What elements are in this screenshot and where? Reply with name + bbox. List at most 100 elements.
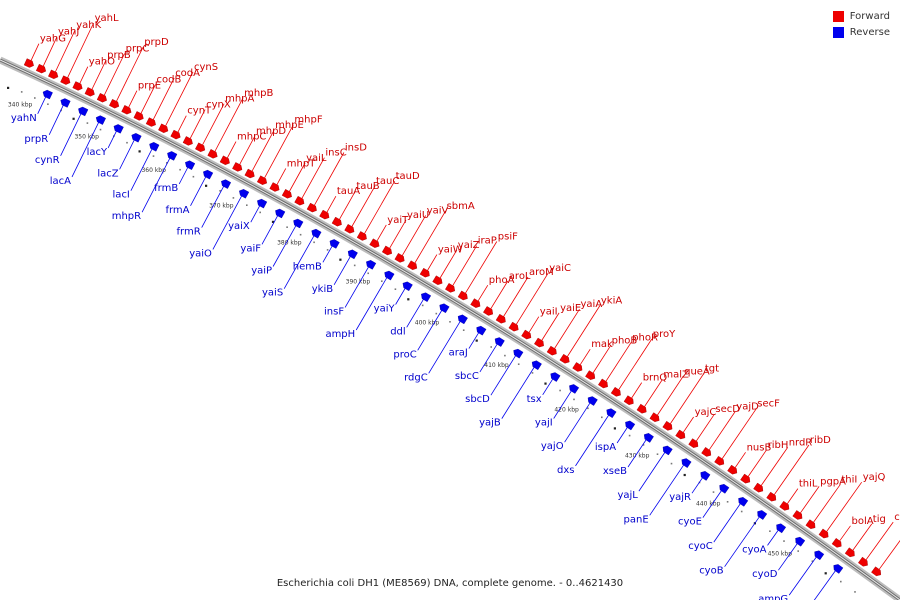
- leader-line: [463, 241, 498, 297]
- forward-gene-label: pgpA: [820, 476, 846, 487]
- leader-line: [745, 449, 767, 480]
- leader-line: [778, 540, 800, 571]
- leader-line: [616, 338, 653, 393]
- leader-line: [212, 192, 244, 250]
- scale-label: 420 kbp: [554, 406, 579, 413]
- leader-line: [362, 181, 395, 237]
- reverse-gene-cyoB: [757, 510, 768, 520]
- reverse-gene-mhpR: [167, 151, 178, 161]
- reverse-gene-prpR: [60, 98, 71, 108]
- forward-gene-label: aroM: [529, 267, 554, 278]
- leader-line: [603, 342, 632, 385]
- forward-gene-label: mhpT: [287, 158, 316, 169]
- reverse-gene-label: yaiX: [228, 221, 250, 232]
- forward-gene-label: sbmA: [447, 201, 475, 212]
- forward-gene-yaiI: [521, 329, 532, 340]
- leader-line: [616, 424, 630, 444]
- reverse-gene-cyoE: [719, 483, 730, 494]
- forward-gene-label: yaiA: [581, 299, 603, 310]
- minor-tick: [656, 453, 659, 455]
- forward-gene-label: phoR: [632, 332, 658, 343]
- scale-label: 410 kbp: [484, 362, 509, 369]
- minor-tick: [299, 233, 302, 236]
- forward-gene-label: aroL: [509, 271, 531, 282]
- backbone-line: [0, 58, 900, 600]
- leader-line: [539, 312, 560, 344]
- reverse-gene-lacY: [113, 124, 124, 134]
- minor-tick: [435, 312, 438, 315]
- forward-gene-label: mhpB: [244, 88, 273, 99]
- leader-line: [387, 219, 407, 252]
- forward-gene-phoB: [585, 370, 596, 380]
- leader-line: [788, 554, 819, 596]
- leader-line: [225, 141, 237, 162]
- forward-gene-clpP: [858, 556, 868, 567]
- minor-tick: [47, 103, 49, 105]
- leader-line: [691, 474, 705, 494]
- reverse-gene-yajR: [700, 471, 711, 481]
- leader-line: [767, 527, 781, 546]
- leader-line: [501, 276, 529, 320]
- leader-line: [29, 43, 40, 64]
- leader-line: [262, 124, 294, 182]
- forward-gene-label: queA: [684, 366, 710, 377]
- leader-line: [119, 136, 137, 170]
- forward-gene-label: insC: [325, 148, 346, 159]
- forward-gene-label: tauA: [337, 186, 360, 197]
- reverse-gene-xseB: [643, 433, 654, 443]
- reverse-gene-label: ykiB: [312, 284, 333, 295]
- minor-tick: [517, 363, 520, 365]
- forward-gene-label: mhpD: [256, 126, 286, 137]
- legend-forward-label: Forward: [849, 10, 890, 22]
- reverse-gene-label: lacI: [113, 190, 130, 201]
- minor-tick: [490, 346, 492, 348]
- reverse-gene-label: sbcC: [455, 371, 479, 382]
- minor-tick: [628, 434, 631, 437]
- reverse-gene-label: proC: [393, 349, 416, 360]
- minor-tick: [854, 591, 856, 593]
- legend-reverse: Reverse: [832, 24, 890, 40]
- minor-tick: [381, 280, 383, 282]
- major-tick: [683, 473, 686, 477]
- leader-line: [680, 416, 694, 436]
- leader-line: [190, 173, 208, 206]
- minor-tick: [531, 372, 534, 374]
- forward-gene-label: yajQ: [863, 472, 886, 483]
- reverse-gene-label: yaiS: [262, 288, 283, 299]
- reverse-gene-label: yajB: [479, 418, 501, 429]
- forward-gene-label: yaiW: [438, 245, 463, 256]
- scale-label: 390 kbp: [346, 279, 371, 286]
- leader-line: [627, 436, 649, 468]
- leader-line: [274, 168, 287, 188]
- forward-gene-ribD: [766, 491, 777, 502]
- minor-tick: [179, 168, 181, 171]
- scale-label: 450 kbp: [768, 550, 793, 557]
- forward-gene-malZ: [636, 403, 647, 414]
- reverse-gene-label: frmR: [177, 227, 201, 238]
- forward-gene-lon: [871, 566, 882, 577]
- major-tick: [407, 298, 410, 301]
- leader-line: [542, 376, 555, 396]
- forward-gene-label: tig: [873, 514, 886, 525]
- reverse-swatch: [832, 26, 844, 38]
- leader-line: [428, 318, 463, 374]
- minor-tick: [783, 540, 785, 542]
- reverse-gene-label: yaiP: [251, 266, 272, 277]
- forward-gene-yahK: [48, 69, 59, 80]
- reverse-gene-label: cyoE: [678, 517, 702, 528]
- reverse-gene-label: ampG: [758, 594, 788, 600]
- forward-gene-thiI: [805, 519, 816, 530]
- forward-gene-label: tauD: [396, 171, 420, 182]
- reverse-gene-label: lacZ: [97, 168, 118, 179]
- leader-line: [638, 449, 668, 492]
- forward-gene-label: mhpE: [275, 120, 304, 131]
- minor-tick: [421, 304, 424, 307]
- leader-line: [417, 307, 444, 351]
- leader-line: [724, 513, 762, 567]
- leader-line: [237, 135, 256, 168]
- leader-line: [552, 308, 580, 352]
- leader-line: [130, 145, 154, 191]
- reverse-gene-label: mhpR: [112, 211, 141, 222]
- reverse-gene-label: yajL: [617, 490, 638, 501]
- reverse-gene-label: frmB: [154, 183, 178, 194]
